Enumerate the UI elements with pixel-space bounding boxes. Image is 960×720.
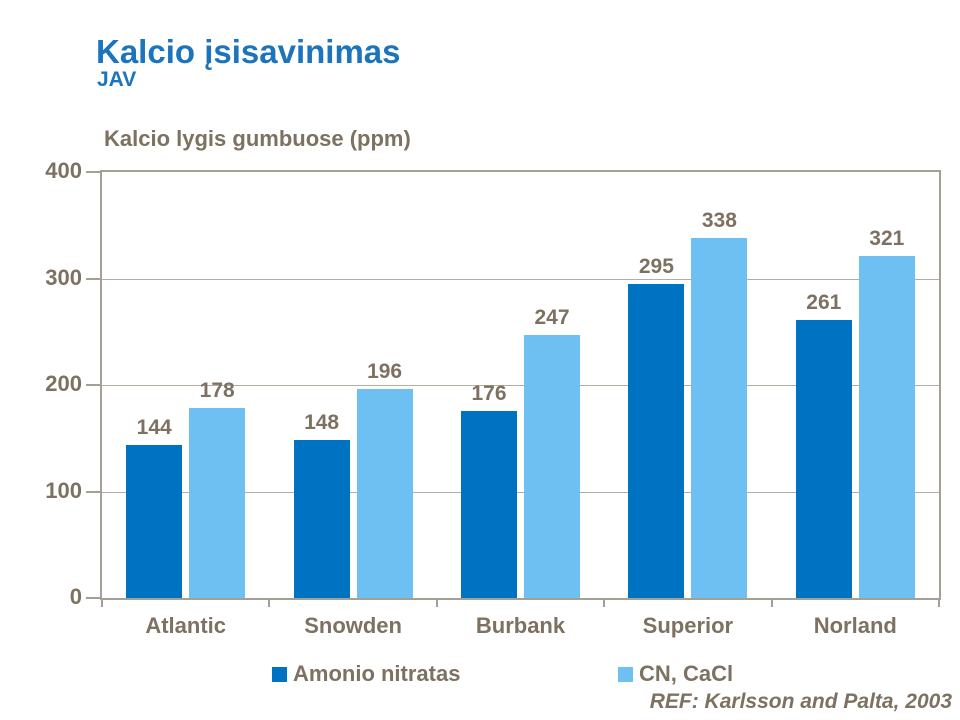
value-label-norland-series2: 321	[869, 227, 905, 251]
value-label-snowden-series2: 196	[367, 360, 403, 384]
series1-color-swatch	[272, 667, 287, 682]
y-axis-label-400: 400	[45, 158, 82, 183]
reference-citation: REF: Karlsson and Palta, 2003	[649, 690, 952, 713]
x-tick-1	[268, 600, 271, 607]
x-tick-5	[938, 600, 940, 607]
series2-color-swatch	[618, 667, 633, 682]
value-label-atlantic-series2: 178	[199, 379, 235, 403]
x-axis-label-burbank: Burbank	[475, 613, 566, 638]
y-axis-label-300: 300	[45, 264, 82, 290]
y-axis-label-200: 200	[45, 371, 82, 396]
bar-norland-series1	[795, 320, 852, 598]
value-label-burbank-series1: 176	[471, 381, 507, 405]
y-axis-label-0: 0	[69, 584, 82, 609]
bar-superior-series1	[628, 283, 685, 598]
page-subtitle: JAV	[97, 68, 137, 91]
bar-atlantic-series2	[189, 408, 246, 598]
bar-superior-series2	[691, 238, 748, 598]
x-tick-3	[603, 600, 606, 607]
bar-snowden-series1	[293, 440, 350, 598]
value-label-snowden-series1: 148	[304, 411, 340, 435]
plot-area: 144 148 176 295 261 178 196 247 338 321	[100, 170, 941, 600]
x-tick-2	[435, 600, 438, 607]
y-tick-300	[86, 277, 100, 280]
gridline-200	[102, 385, 939, 386]
legend-label-series2: CN, CaCl	[639, 661, 734, 686]
bar-norland-series2	[858, 256, 915, 598]
value-label-atlantic-series1: 144	[136, 415, 172, 439]
bar-burbank-series2	[524, 334, 580, 598]
x-axis-label-superior: Superior	[642, 613, 734, 638]
x-axis-label-norland: Norland	[813, 613, 897, 638]
value-label-superior-series1: 295	[638, 254, 674, 278]
x-axis-label-atlantic: Atlantic	[145, 613, 227, 638]
legend-label-series1: Amonio nitratas	[293, 661, 461, 686]
value-label-norland-series1: 261	[806, 291, 842, 315]
y-tick-0	[86, 597, 100, 599]
value-label-superior-series2: 338	[701, 209, 737, 233]
y-axis-label-100: 100	[45, 477, 82, 503]
bar-snowden-series2	[356, 389, 413, 598]
bar-burbank-series1	[461, 410, 517, 598]
value-label-burbank-series2: 247	[534, 305, 570, 329]
page-title: Kalcio įsisavinimas	[96, 33, 401, 70]
y-tick-100	[86, 490, 100, 493]
gridline-300	[102, 278, 939, 280]
y-tick-200	[86, 384, 100, 386]
chart-title: Kalcio lygis gumbuose (ppm)	[104, 126, 411, 151]
bar-atlantic-series1	[126, 444, 183, 598]
gridline-100	[102, 491, 939, 493]
x-tick-0	[101, 600, 103, 607]
x-axis-label-snowden: Snowden	[304, 613, 402, 638]
x-tick-4	[770, 600, 773, 607]
y-tick-400	[86, 171, 100, 173]
